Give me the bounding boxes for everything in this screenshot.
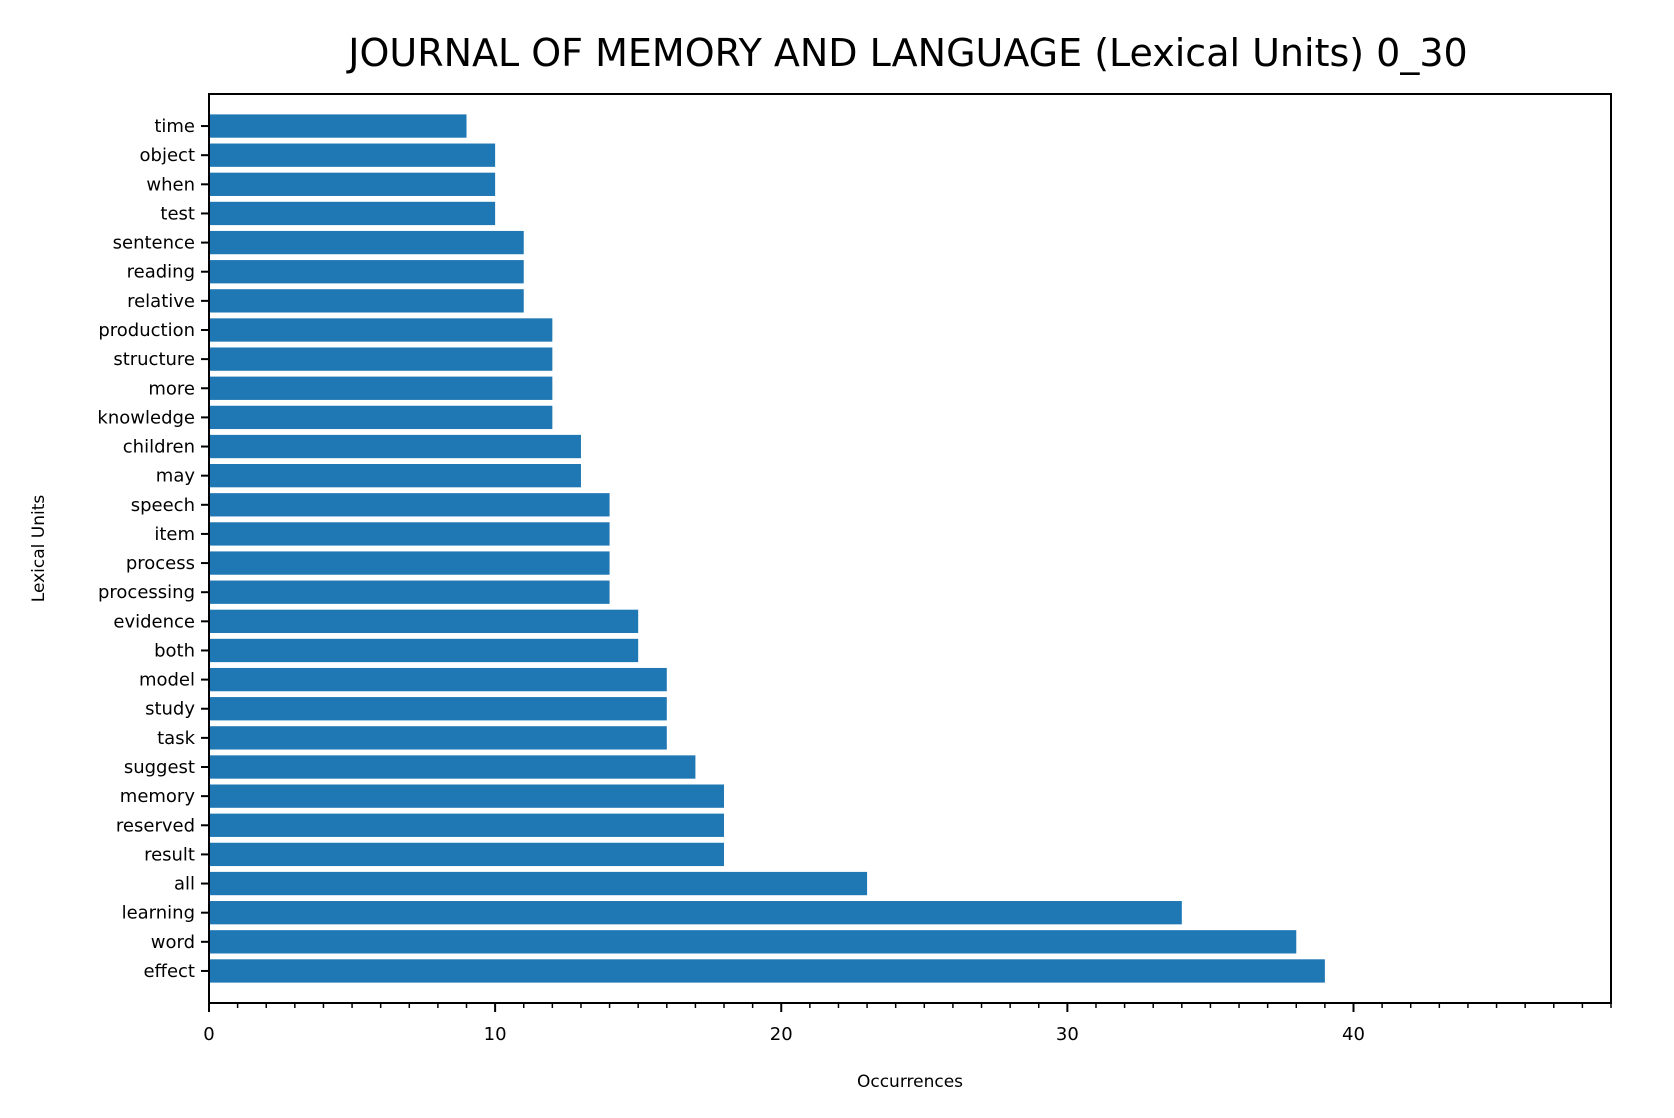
bar-learning bbox=[209, 901, 1182, 925]
bar-time bbox=[209, 114, 467, 138]
bar-both bbox=[209, 638, 639, 663]
y-tick-label: suggest bbox=[124, 757, 195, 778]
y-tick-label: structure bbox=[113, 349, 195, 370]
y-tick-label: word bbox=[151, 932, 195, 953]
plot-frame bbox=[208, 93, 1612, 1004]
bar-object bbox=[209, 143, 496, 167]
y-tick-label: learning bbox=[122, 903, 195, 924]
bar-memory bbox=[209, 784, 725, 808]
bar-word bbox=[209, 930, 1297, 954]
y-tick-label: item bbox=[154, 524, 195, 545]
bar-test bbox=[209, 201, 496, 226]
bar-may bbox=[209, 464, 581, 488]
x-tick-label: 40 bbox=[1342, 1024, 1365, 1045]
y-tick-label: when bbox=[146, 174, 195, 195]
y-tick-label: all bbox=[174, 874, 195, 895]
bars-group bbox=[209, 114, 1325, 983]
bar-process bbox=[209, 551, 610, 575]
bar-reading bbox=[209, 260, 524, 284]
bar-model bbox=[209, 667, 667, 692]
bar-task bbox=[209, 726, 667, 750]
bar-sentence bbox=[209, 230, 524, 255]
y-tick-label: reading bbox=[127, 262, 195, 283]
x-axis-label: Occurrences bbox=[857, 1072, 963, 1092]
chart-title: JOURNAL OF MEMORY AND LANGUAGE (Lexical … bbox=[346, 31, 1467, 75]
y-tick-label: sentence bbox=[113, 233, 195, 254]
y-tick-label: may bbox=[156, 466, 196, 487]
x-tick-label: 0 bbox=[203, 1024, 214, 1045]
y-tick-label: time bbox=[154, 116, 195, 137]
y-tick-label: result bbox=[144, 844, 195, 865]
bar-speech bbox=[209, 493, 610, 517]
y-tick-label: both bbox=[154, 640, 195, 661]
bar-production bbox=[209, 318, 553, 342]
y-tick-label: speech bbox=[131, 495, 195, 516]
y-tick-label: object bbox=[140, 145, 195, 166]
bar-effect bbox=[209, 959, 1325, 983]
y-axis-label: Lexical Units bbox=[29, 495, 49, 603]
y-tick-label: study bbox=[145, 699, 195, 720]
bar-suggest bbox=[209, 755, 696, 779]
y-tick-label: model bbox=[139, 670, 195, 691]
y-tick-label: effect bbox=[143, 961, 195, 982]
y-axis-ticks: effect word learning all result reserved memor… bbox=[97, 116, 209, 982]
y-tick-label: processing bbox=[98, 582, 195, 603]
y-tick-label: test bbox=[160, 203, 195, 224]
y-tick-label: knowledge bbox=[97, 407, 195, 428]
bar-children bbox=[209, 434, 581, 459]
y-tick-label: production bbox=[98, 320, 195, 341]
y-tick-label: process bbox=[126, 553, 195, 574]
bar-structure bbox=[209, 347, 553, 371]
x-tick-label: 20 bbox=[770, 1024, 793, 1045]
y-tick-label: evidence bbox=[113, 611, 195, 632]
y-tick-label: memory bbox=[120, 786, 196, 807]
y-tick-label: children bbox=[123, 437, 195, 458]
bar-all bbox=[209, 871, 868, 896]
bar-result bbox=[209, 842, 725, 867]
y-tick-label: more bbox=[148, 378, 195, 399]
y-tick-label: relative bbox=[127, 291, 195, 312]
bar-evidence bbox=[209, 609, 639, 633]
bar-processing bbox=[209, 580, 610, 604]
y-tick-label: task bbox=[157, 728, 195, 749]
bar-item bbox=[209, 522, 610, 546]
bar-reserved bbox=[209, 813, 725, 837]
bar-when bbox=[209, 172, 496, 196]
bar-study bbox=[209, 697, 667, 721]
bar-relative bbox=[209, 289, 524, 313]
x-axis-ticks: 0 10 20 30 40 bbox=[203, 1003, 1612, 1045]
bar-more bbox=[209, 376, 553, 400]
bar-knowledge bbox=[209, 405, 553, 430]
y-tick-label: reserved bbox=[116, 815, 195, 836]
x-tick-label: 30 bbox=[1056, 1024, 1079, 1045]
x-tick-label: 10 bbox=[484, 1024, 507, 1045]
